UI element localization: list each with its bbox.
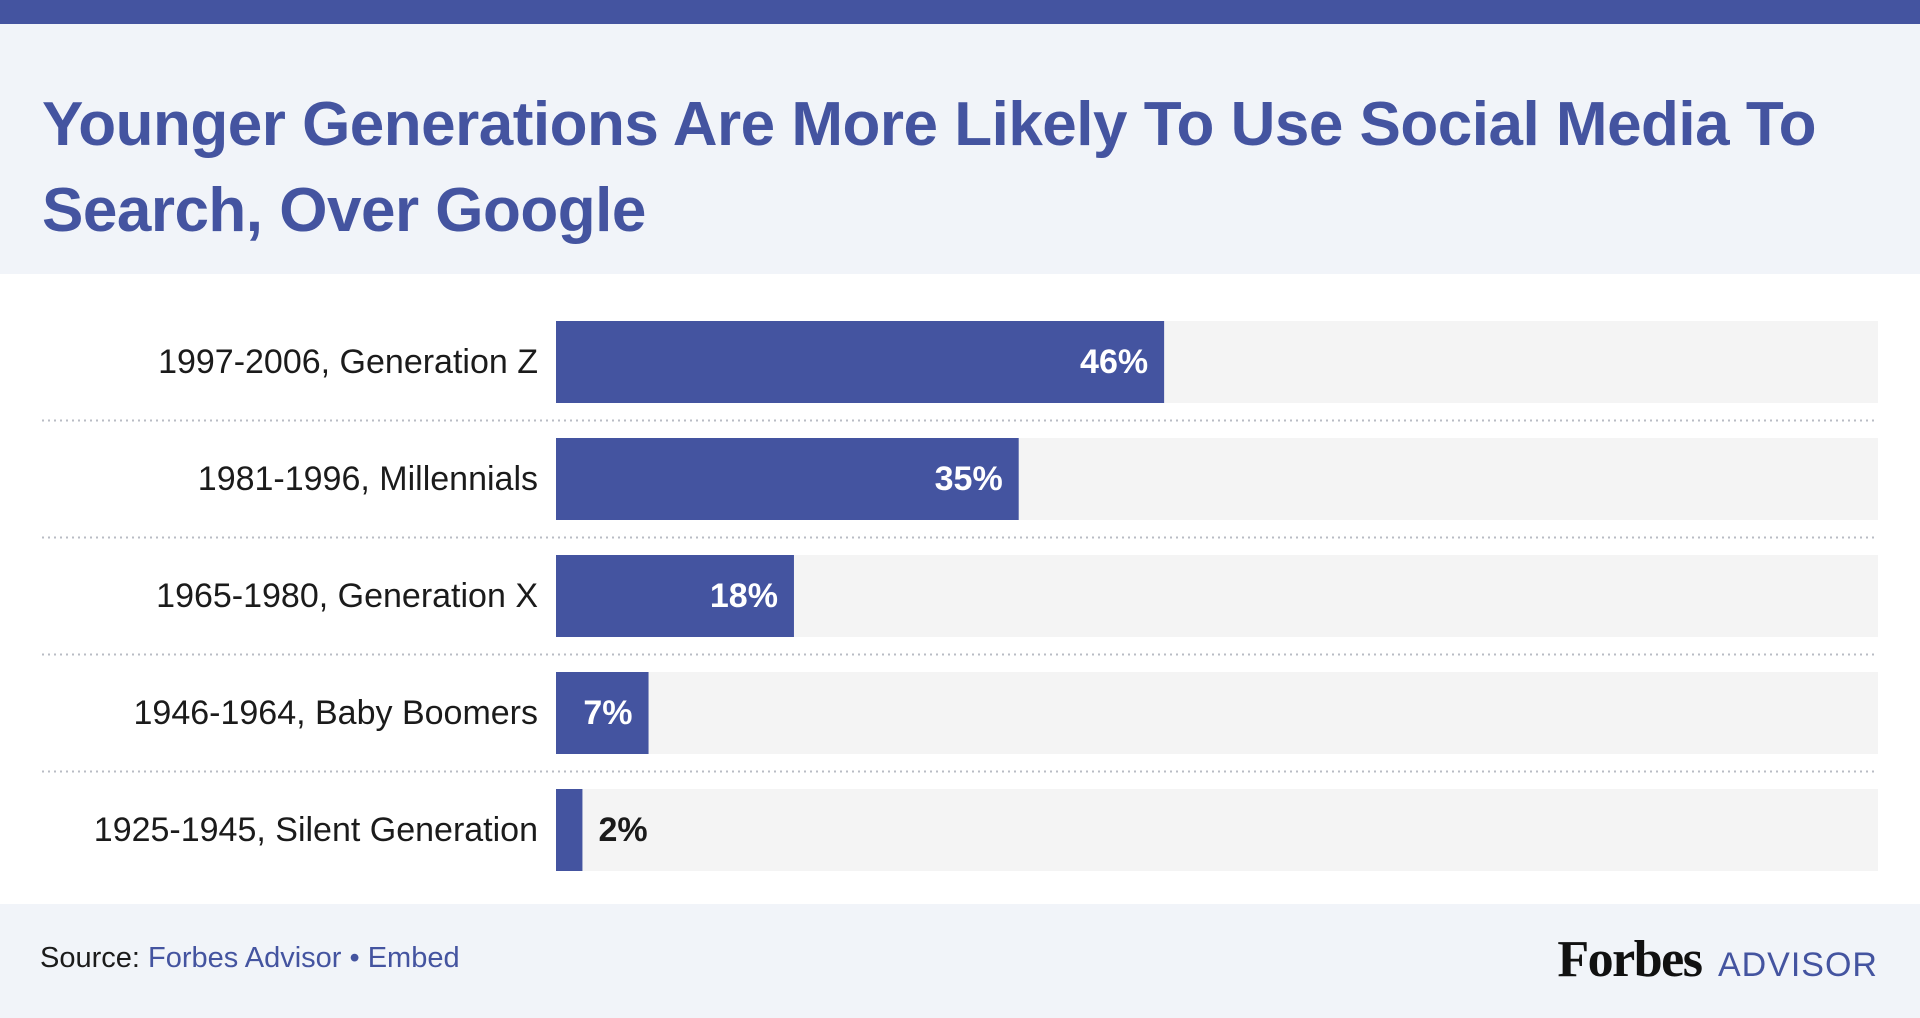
bar — [556, 555, 794, 637]
source-link[interactable]: Forbes Advisor — [148, 942, 342, 974]
bar — [556, 438, 1019, 520]
bar — [556, 672, 649, 754]
category-label: 1946-1964, Baby Boomers — [134, 694, 538, 732]
category-label: 1997-2006, Generation Z — [158, 343, 538, 381]
source-prefix: Source: — [40, 942, 140, 974]
bar-track — [556, 789, 1878, 871]
bar-chart: 1997-2006, Generation Z 46% 1981-1996, Mil… — [42, 321, 1878, 871]
bar-track — [556, 672, 1878, 754]
data-label: 7% — [583, 694, 632, 732]
embed-link[interactable]: Embed — [367, 942, 460, 974]
bar — [556, 321, 1165, 403]
chart-panel: 1997-2006, Generation Z 46% 1981-1996, Mil… — [0, 274, 1920, 904]
source-line: Source: Forbes Advisor • Embed — [40, 942, 460, 975]
bar — [556, 789, 583, 871]
footer: Source: Forbes Advisor • Embed Forbes AD… — [0, 904, 1920, 1018]
data-label: 46% — [1080, 343, 1148, 381]
logo-wordmark: Forbes — [1557, 931, 1703, 988]
logo-suffix: ADVISOR — [1717, 946, 1878, 984]
forbes-advisor-logo: Forbes ADVISOR — [1557, 930, 1878, 989]
category-label: 1981-1996, Millennials — [198, 460, 538, 498]
top-accent-rule — [0, 0, 1920, 24]
data-label: 2% — [598, 811, 647, 849]
category-label: 1965-1980, Generation X — [156, 577, 538, 615]
data-label: 35% — [935, 460, 1003, 498]
category-label: 1925-1945, Silent Generation — [94, 811, 538, 849]
data-label: 18% — [710, 577, 778, 615]
chart-header: Younger Generations Are More Likely To U… — [0, 24, 1920, 274]
chart-title: Younger Generations Are More Likely To U… — [42, 90, 1817, 245]
source-separator: • — [349, 942, 360, 974]
